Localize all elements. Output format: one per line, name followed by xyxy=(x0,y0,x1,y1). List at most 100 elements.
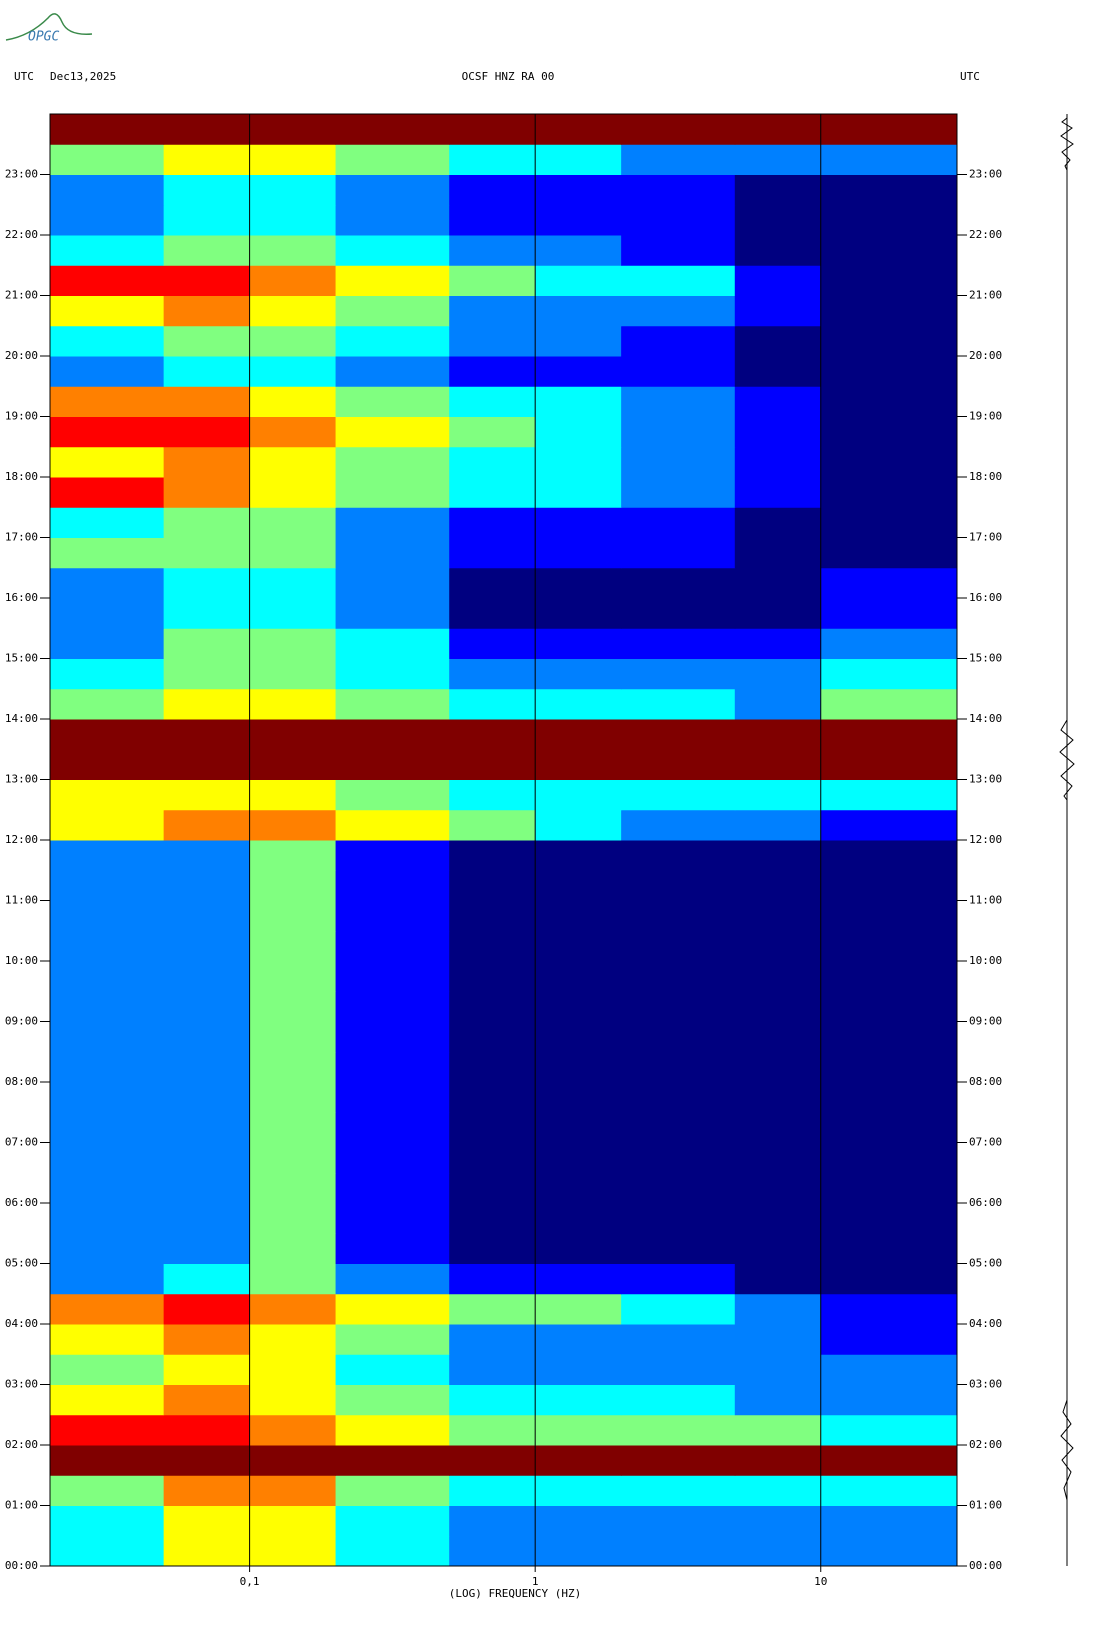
heatmap-cell xyxy=(535,840,622,871)
y-tick-label: 16:00 xyxy=(5,591,38,604)
heatmap-cell xyxy=(621,114,736,145)
timezone-left: UTC xyxy=(14,70,34,83)
heatmap-cell xyxy=(249,1203,337,1234)
trace-burst xyxy=(1060,117,1074,171)
heatmap-cell xyxy=(249,235,337,266)
heatmap-cell xyxy=(335,1082,450,1113)
heatmap-cell xyxy=(449,1142,536,1174)
heatmap-cell xyxy=(734,567,822,599)
heatmap-cell xyxy=(621,265,736,296)
heatmap-cell xyxy=(621,1475,736,1506)
heatmap-cell xyxy=(734,598,822,629)
heatmap-cell xyxy=(621,719,736,750)
heatmap-cell xyxy=(50,144,165,175)
heatmap-cell xyxy=(621,1263,736,1295)
heatmap-cell xyxy=(535,567,622,599)
heatmap-cell xyxy=(734,1445,822,1476)
heatmap-cell xyxy=(50,1263,165,1295)
heatmap-cell xyxy=(163,204,251,236)
heatmap-cell xyxy=(50,204,165,236)
heatmap-cell xyxy=(249,1051,337,1083)
y-tick-label: 15:00 xyxy=(5,652,38,665)
heatmap-cell xyxy=(535,1475,622,1506)
heatmap-cell xyxy=(50,174,165,206)
heatmap-cell xyxy=(50,1445,165,1476)
heatmap xyxy=(50,114,958,1567)
heatmap-cell xyxy=(249,1505,337,1537)
heatmap-cell xyxy=(535,1384,622,1416)
heatmap-cell xyxy=(535,1535,622,1567)
heatmap-cell xyxy=(50,386,165,417)
heatmap-cell xyxy=(820,1535,958,1567)
heatmap-cell xyxy=(163,265,251,296)
heatmap-cell xyxy=(535,688,622,720)
heatmap-cell xyxy=(335,809,450,841)
heatmap-cell xyxy=(535,930,622,962)
y-tick-label: 08:00 xyxy=(969,1075,1002,1088)
heatmap-cell xyxy=(163,1021,251,1053)
heatmap-cell xyxy=(249,688,337,720)
heatmap-cell xyxy=(820,809,958,841)
heatmap-cell xyxy=(449,265,536,296)
heatmap-cell xyxy=(621,1112,736,1143)
heatmap-cell xyxy=(820,598,958,629)
heatmap-cell xyxy=(163,1233,251,1264)
heatmap-cell xyxy=(535,265,622,296)
heatmap-cell xyxy=(820,1021,958,1053)
heatmap-cell xyxy=(535,900,622,932)
heatmap-cell xyxy=(820,991,958,1022)
y-tick-label: 22:00 xyxy=(969,228,1002,241)
logo-curve xyxy=(5,13,93,41)
heatmap-cell xyxy=(50,1535,165,1567)
heatmap-cell xyxy=(734,1354,822,1385)
heatmap-cell xyxy=(335,991,450,1022)
heatmap-cell xyxy=(820,265,958,296)
y-tick-label: 13:00 xyxy=(5,773,38,786)
heatmap-cell xyxy=(734,356,822,387)
heatmap-cell xyxy=(734,961,822,992)
heatmap-cell xyxy=(734,1082,822,1113)
heatmap-cell xyxy=(335,567,450,599)
heatmap-cell xyxy=(820,174,958,206)
heatmap-cell xyxy=(50,840,165,871)
heatmap-cell xyxy=(820,1203,958,1234)
heatmap-cell xyxy=(335,961,450,992)
heatmap-cell xyxy=(50,265,165,296)
heatmap-cell xyxy=(249,507,337,538)
heatmap-cell xyxy=(50,1354,165,1385)
heatmap-cell xyxy=(335,1384,450,1416)
heatmap-cell xyxy=(163,1354,251,1385)
heatmap-cell xyxy=(50,1142,165,1174)
heatmap-cell xyxy=(535,991,622,1022)
heatmap-cell xyxy=(621,598,736,629)
heatmap-cell xyxy=(50,1051,165,1083)
heatmap-cell xyxy=(734,840,822,871)
heatmap-cell xyxy=(535,1021,622,1053)
heatmap-cell xyxy=(820,688,958,720)
heatmap-cell xyxy=(449,1535,536,1567)
heatmap-cell xyxy=(335,870,450,901)
heatmap-cell xyxy=(734,1021,822,1053)
heatmap-cell xyxy=(734,1293,822,1325)
heatmap-cell xyxy=(449,1414,536,1446)
heatmap-cell xyxy=(535,325,622,357)
heatmap-cell xyxy=(335,1203,450,1234)
y-tick-label: 04:00 xyxy=(5,1317,38,1330)
heatmap-cell xyxy=(163,1112,251,1143)
heatmap-cell xyxy=(249,1112,337,1143)
x-axis-label: (LOG) FREQUENCY (HZ) xyxy=(449,1587,581,1600)
y-tick-label: 14:00 xyxy=(5,712,38,725)
heatmap-cell xyxy=(449,1172,536,1204)
heatmap-cell xyxy=(335,114,450,145)
x-tick-label: 0,1 xyxy=(240,1575,260,1588)
heatmap-cell xyxy=(249,870,337,901)
heatmap-cell xyxy=(335,628,450,659)
heatmap-cell xyxy=(449,1233,536,1264)
heatmap-cell xyxy=(249,1172,337,1204)
heatmap-cell xyxy=(335,325,450,357)
heatmap-cell xyxy=(335,1172,450,1204)
heatmap-cell xyxy=(50,1112,165,1143)
heatmap-cell xyxy=(820,1263,958,1295)
heatmap-cell xyxy=(249,930,337,962)
